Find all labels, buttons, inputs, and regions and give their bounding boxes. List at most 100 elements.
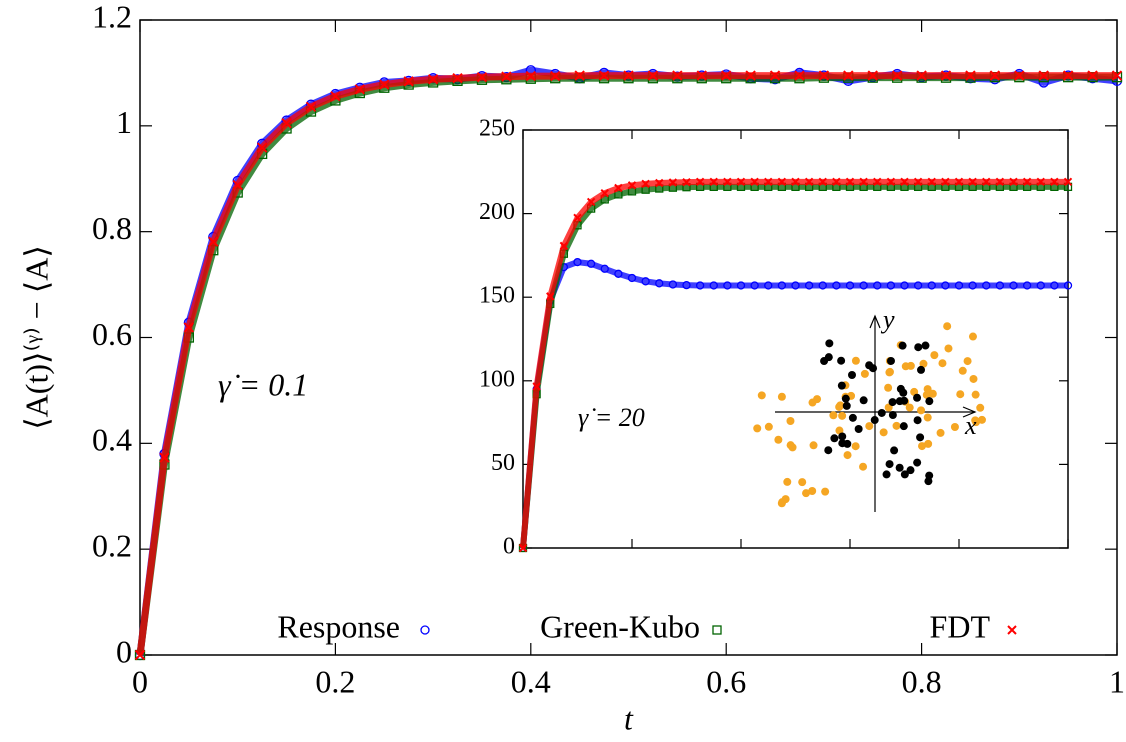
- marker: [750, 281, 759, 290]
- particle: [781, 495, 790, 504]
- particle: [824, 446, 833, 455]
- particle: [943, 322, 952, 331]
- marker: [886, 177, 896, 187]
- particle: [774, 435, 783, 444]
- particle: [879, 428, 888, 437]
- particle: [843, 451, 852, 460]
- particle: [925, 397, 934, 406]
- particle: [865, 361, 874, 370]
- particle: [899, 388, 908, 397]
- marker: [791, 177, 800, 187]
- particle: [930, 351, 939, 360]
- marker: [1009, 177, 1018, 187]
- particle: [838, 411, 847, 420]
- marker: [668, 178, 678, 187]
- marker: [452, 73, 463, 84]
- marker: [804, 177, 814, 187]
- particle: [854, 425, 863, 434]
- particle: [783, 477, 792, 486]
- particle: [924, 477, 933, 486]
- marker: [982, 281, 991, 290]
- particle: [786, 441, 795, 450]
- particle: [885, 367, 894, 376]
- marker: [641, 277, 650, 286]
- particle: [877, 408, 886, 417]
- diagram-x-label: x: [964, 411, 977, 440]
- particle: [865, 422, 874, 431]
- marker: [818, 70, 830, 81]
- marker: [354, 84, 366, 95]
- particle: [956, 390, 965, 399]
- particle: [938, 359, 947, 368]
- particle: [924, 439, 933, 448]
- marker: [873, 177, 882, 187]
- marker: [1062, 70, 1074, 81]
- y-tick-label: 200: [479, 199, 515, 225]
- marker: [695, 177, 705, 187]
- marker: [720, 70, 732, 81]
- marker: [330, 90, 341, 102]
- particle: [917, 406, 926, 415]
- legend-label: Green-Kubo: [540, 608, 700, 644]
- marker: [995, 177, 1005, 187]
- marker: [1038, 70, 1049, 81]
- particle: [808, 487, 817, 496]
- particle: [825, 339, 834, 348]
- marker: [777, 177, 787, 187]
- particle: [777, 392, 786, 401]
- particle: [901, 362, 910, 371]
- particle: [870, 416, 879, 425]
- particle: [944, 344, 953, 353]
- marker: [159, 452, 170, 463]
- marker: [647, 70, 659, 81]
- particle: [764, 422, 773, 431]
- particle: [847, 371, 856, 380]
- y-axis-label: ⟨A(t)⟩⁽ᵞ⁾ − ⟨A⟩: [18, 245, 54, 430]
- marker: [927, 281, 936, 290]
- marker: [427, 74, 439, 85]
- marker: [965, 70, 976, 81]
- particle: [972, 418, 981, 427]
- marker: [305, 101, 317, 112]
- marker: [627, 273, 637, 283]
- marker: [281, 117, 292, 129]
- marker: [1036, 177, 1045, 187]
- marker: [532, 382, 541, 391]
- particle: [851, 356, 860, 365]
- marker: [968, 281, 977, 290]
- marker: [600, 188, 609, 198]
- marker: [736, 177, 746, 187]
- particle: [928, 389, 937, 398]
- marker: [859, 281, 868, 290]
- particle: [802, 489, 811, 498]
- marker: [723, 281, 732, 290]
- particle: [757, 391, 766, 400]
- particle: [888, 398, 897, 407]
- particle: [921, 341, 930, 350]
- particle: [809, 441, 818, 450]
- marker: [627, 181, 637, 190]
- marker: [232, 179, 243, 191]
- particle: [851, 442, 860, 451]
- marker: [1009, 281, 1018, 290]
- particle: [882, 470, 891, 479]
- legend-marker: [712, 625, 722, 635]
- y-tick-label: 0.2: [92, 528, 132, 564]
- y-tick-label: 100: [479, 366, 515, 392]
- y-tick-label: 0.8: [92, 210, 132, 246]
- particle: [906, 466, 915, 475]
- particle: [859, 396, 868, 405]
- marker: [843, 70, 854, 81]
- y-tick-label: 50: [491, 450, 515, 476]
- marker: [614, 269, 623, 278]
- particle: [923, 413, 932, 422]
- marker: [600, 264, 609, 273]
- marker: [573, 213, 582, 222]
- particle: [885, 460, 894, 469]
- marker: [791, 281, 800, 290]
- legend-marker: [420, 625, 430, 635]
- marker: [379, 79, 390, 90]
- particle: [969, 374, 978, 383]
- legend-marker: [1007, 625, 1017, 635]
